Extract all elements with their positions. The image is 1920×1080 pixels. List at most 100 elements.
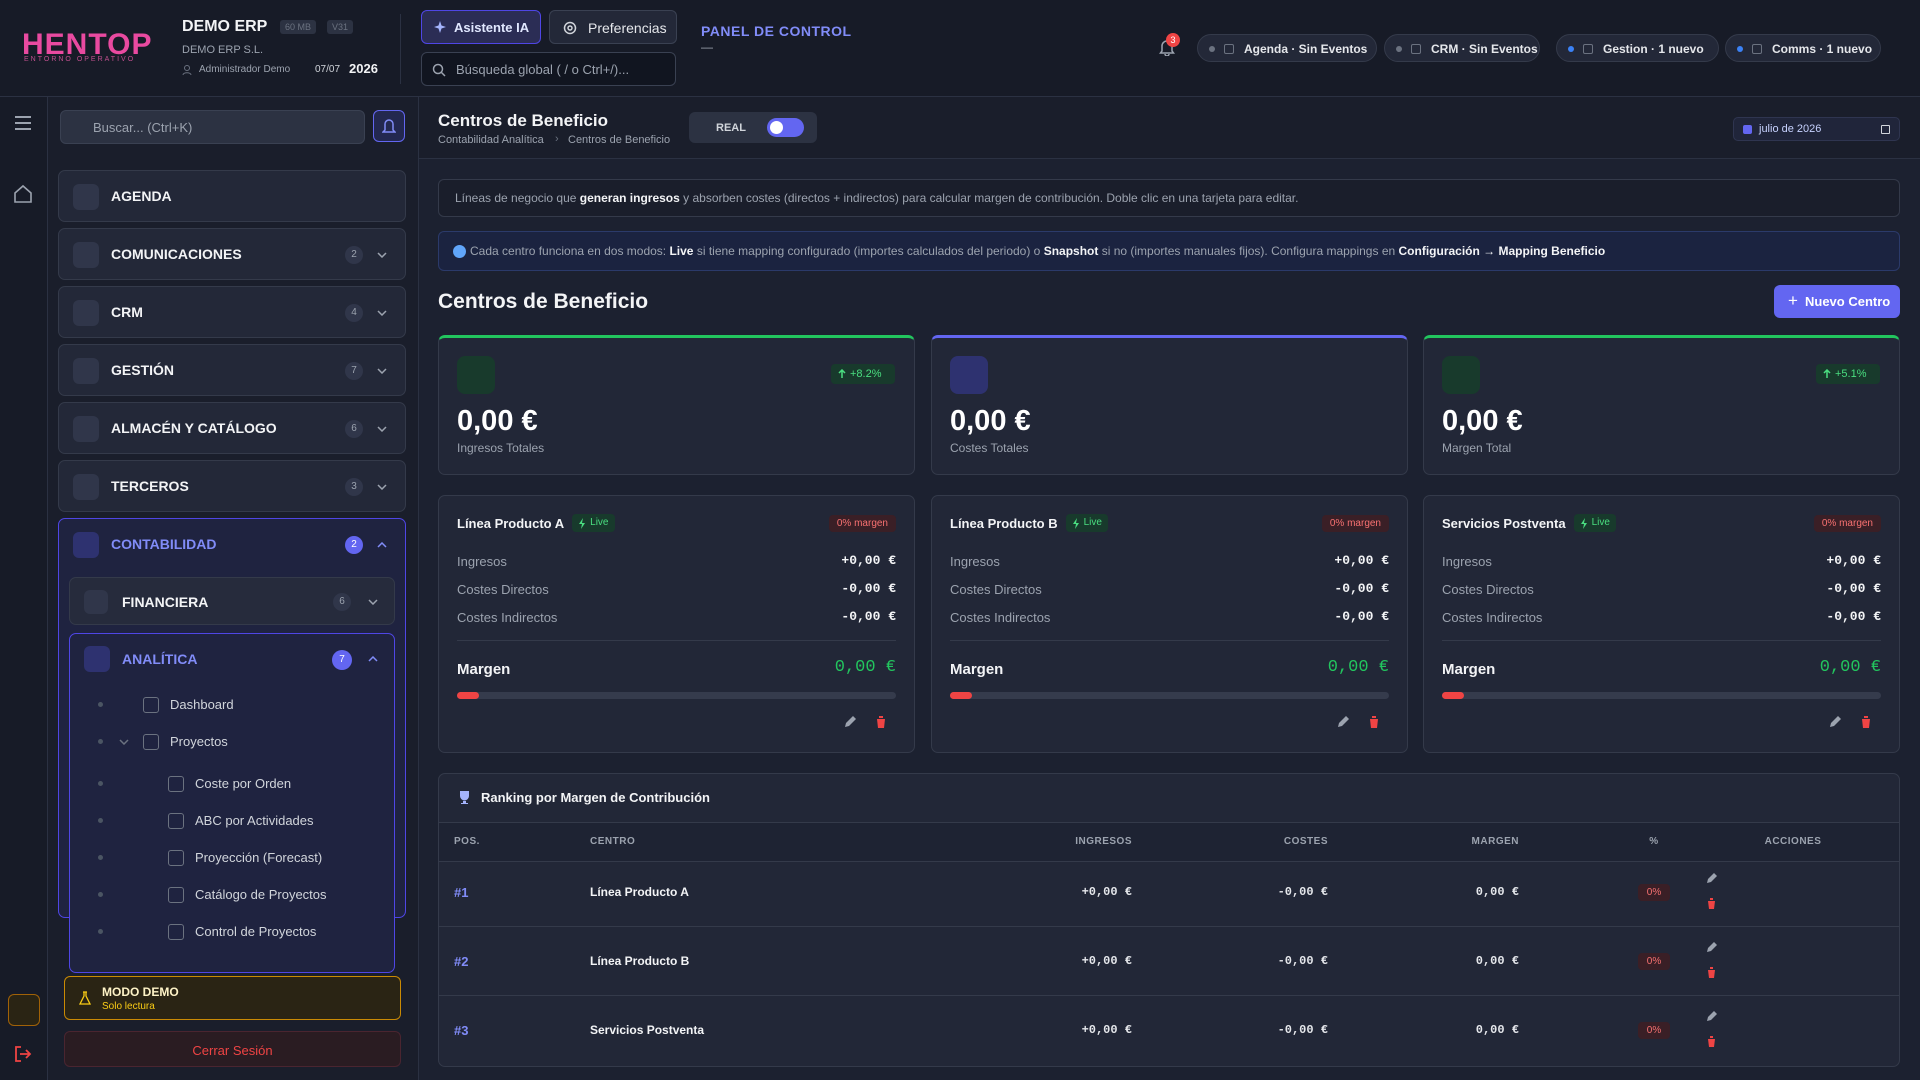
status-dot (1209, 46, 1215, 52)
year: 2026 (349, 61, 378, 76)
menu-icon[interactable] (13, 115, 33, 131)
version-badge: V31 (327, 20, 354, 34)
breadcrumb: Centros de Beneficio (568, 134, 671, 146)
rank-amount: 0,00 € (1475, 1023, 1519, 1037)
rank-amount: -0,00 € (1277, 885, 1328, 899)
chevron (377, 484, 387, 490)
home-icon[interactable] (13, 184, 33, 204)
rank-amount: 0,00 € (1475, 954, 1519, 968)
rank-amount: +0,00 € (1081, 1023, 1132, 1037)
info-segment: generan ingresos (579, 191, 680, 205)
calendar-icon (1881, 125, 1890, 134)
sub-nav-group[interactable]: ANALÍTICA 7 (69, 633, 395, 973)
center-card[interactable]: Línea Producto A Live 0% margen Ingresos +0,… (438, 495, 915, 753)
rank-amount: -0,00 € (1277, 954, 1328, 968)
nav-item[interactable]: CRM 4 (58, 286, 406, 338)
row-divider (439, 926, 1899, 927)
month-picker[interactable]: julio de 2026 (1733, 117, 1900, 141)
margin-pct-badge: 0% margen (1321, 515, 1389, 532)
status-icon (1752, 44, 1762, 54)
status-pill[interactable]: Comms · 1 nuevo (1725, 34, 1881, 62)
status-pill[interactable]: Gestion · 1 nuevo (1556, 34, 1719, 62)
demo-icon[interactable] (8, 994, 40, 1026)
center-row-label: Costes Directos (457, 582, 549, 597)
calendar-icon (1743, 125, 1752, 134)
demo-title: MODO DEMO (102, 985, 179, 999)
kpi-label: Ingresos Totales (457, 441, 545, 455)
center-row-label: Costes Indirectos (1442, 610, 1543, 625)
rank-amount: -0,00 € (1277, 1023, 1328, 1037)
status-pill[interactable]: CRM · Sin Eventos (1384, 34, 1540, 62)
status-pill[interactable]: Agenda · Sin Eventos (1197, 34, 1377, 62)
nav-item[interactable]: COMUNICACIONES 2 (58, 228, 406, 280)
column-header: POS. (454, 836, 480, 847)
nav-item[interactable]: AGENDA (58, 170, 406, 222)
chevron (368, 599, 378, 605)
header-row (439, 822, 1899, 862)
center-name: Servicios Postventa (1442, 515, 1566, 531)
row-divider (439, 995, 1899, 996)
chevron (377, 542, 387, 548)
center-name: Línea Producto A (457, 515, 565, 531)
sidebar-link: Coste por Orden (195, 776, 292, 791)
company-sub: DEMO ERP S.L. (182, 44, 264, 56)
assistant-button[interactable]: Asistente IA (421, 10, 541, 44)
status-dot (1396, 46, 1402, 52)
sub-nav-item[interactable]: FINANCIERA 6 (69, 577, 395, 625)
rank-pct: 0% (1638, 884, 1670, 901)
status-label: CRM · Sin Eventos (1431, 42, 1538, 56)
preferences-button[interactable]: Preferencias (549, 10, 677, 44)
sidebar-search-placeholder: Buscar... (Ctrl+K) (93, 120, 193, 135)
center-card[interactable]: Servicios Postventa Live 0% margen Ingresos… (1423, 495, 1900, 753)
status-icon (1224, 44, 1234, 54)
chevron (377, 252, 387, 258)
info-segment: y absorben costes (directos + indirectos… (679, 191, 1299, 205)
new-center-button[interactable]: + Nuevo Centro (1774, 285, 1900, 318)
nav-item[interactable]: TERCEROS 3 (58, 460, 406, 512)
delete-icon (1707, 967, 1716, 978)
status-icon (1411, 44, 1421, 54)
nav-item[interactable]: ALMACÉN Y CATÁLOGO 6 (58, 402, 406, 454)
center-card[interactable]: Línea Producto B Live 0% margen Ingresos +0,… (931, 495, 1408, 753)
bolt (1072, 518, 1079, 529)
nav-icon (84, 646, 110, 672)
nav-count: 3 (345, 478, 363, 496)
link-icon (168, 776, 184, 792)
kpi-value: 0,00 € (950, 405, 1031, 437)
page-title: Centros de Beneficio (438, 111, 609, 130)
search-icon (432, 63, 446, 77)
margin-pct-badge: 0% margen (1813, 515, 1881, 532)
notice-segment: Live (669, 244, 694, 258)
margin-bar (1442, 692, 1881, 699)
logout-button[interactable]: Cerrar Sesión (64, 1031, 401, 1067)
link-icon (168, 924, 184, 940)
edit-icon (1707, 1011, 1717, 1021)
logout-icon[interactable] (13, 1044, 33, 1064)
center-row-value: -0,00 € (1334, 581, 1389, 596)
rank-amount: +0,00 € (1081, 954, 1132, 968)
sidebar-search[interactable]: Buscar... (Ctrl+K) (60, 110, 365, 144)
pin-button[interactable] (373, 110, 405, 142)
margin-value: 0,00 € (1327, 658, 1389, 677)
nav-icon (84, 590, 108, 614)
kpi-change: +8.2% (831, 364, 895, 384)
sidebar-link: Dashboard (170, 697, 234, 712)
mode-toggle[interactable]: REAL (689, 112, 817, 143)
search-placeholder: Búsqueda global ( / o Ctrl+/)... (456, 62, 630, 77)
switch-knob (770, 121, 783, 134)
nav-icon (73, 416, 99, 442)
logo: HENTOP (22, 28, 153, 61)
delete-icon (1707, 898, 1716, 909)
margin-label: Margen (457, 661, 511, 678)
nav-item[interactable]: GESTIÓN 7 (58, 344, 406, 396)
kpi-card: +5.1% 0,00 € Margen Total (1423, 335, 1900, 475)
nav-icon (73, 358, 99, 384)
rank-pos: #1 (454, 885, 469, 900)
center-row-value: +0,00 € (841, 553, 896, 568)
global-search[interactable]: Búsqueda global ( / o Ctrl+/)... (421, 52, 676, 86)
divider (1442, 640, 1881, 641)
nav-count: 7 (332, 650, 352, 670)
kpi-change-label: +8.2% (850, 368, 882, 380)
sparkle (434, 21, 446, 33)
